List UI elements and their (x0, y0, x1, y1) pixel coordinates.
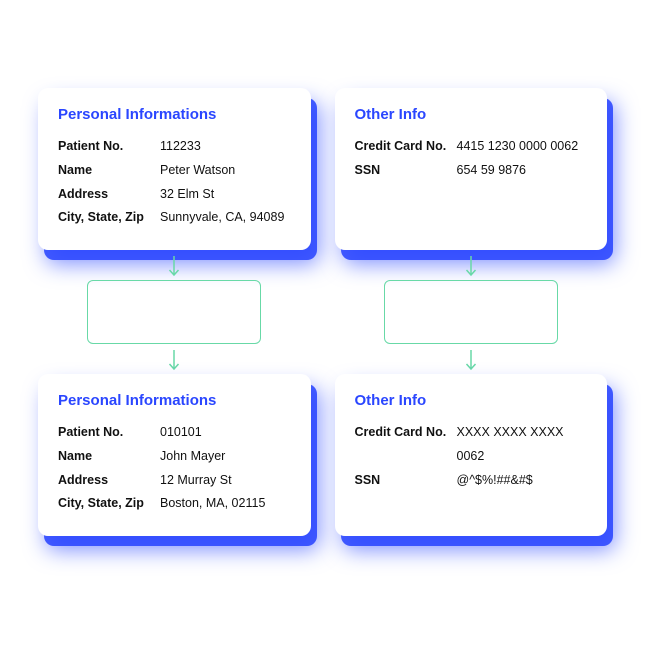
card-title: Other Info (355, 392, 588, 409)
info-row: City, State, Zip Sunnyvale, CA, 94089 (58, 206, 291, 230)
row-label: City, State, Zip (58, 492, 160, 516)
diagram-grid: Personal Informations Patient No. 112233… (38, 88, 607, 536)
info-row: Address 12 Murray St (58, 469, 291, 493)
row-label: Address (58, 469, 160, 493)
row-value: XXXX XXXX XXXX 0062 (457, 421, 588, 469)
row-value: 112233 (160, 135, 201, 159)
process-cell (335, 280, 608, 344)
arrow-down-icon (464, 254, 478, 282)
info-row: City, State, Zip Boston, MA, 02115 (58, 492, 291, 516)
row-label: Credit Card No. (355, 135, 457, 159)
info-row: Credit Card No. 4415 1230 0000 0062 (355, 135, 588, 159)
process-box (384, 280, 558, 344)
card-title: Other Info (355, 106, 588, 123)
card-other-top: Other Info Credit Card No. 4415 1230 000… (335, 88, 608, 250)
row-value: Peter Watson (160, 159, 235, 183)
row-label: Name (58, 445, 160, 469)
info-row: Name John Mayer (58, 445, 291, 469)
info-row: Address 32 Elm St (58, 183, 291, 207)
row-label: City, State, Zip (58, 206, 160, 230)
arrow-down-icon (464, 348, 478, 376)
arrow-down-icon (167, 348, 181, 376)
row-value: 010101 (160, 421, 202, 445)
info-row: Patient No. 112233 (58, 135, 291, 159)
info-row: SSN @^$%!##&#$ (355, 469, 588, 493)
row-label: Address (58, 183, 160, 207)
row-value: 12 Murray St (160, 469, 232, 493)
card-other-bottom: Other Info Credit Card No. XXXX XXXX XXX… (335, 374, 608, 536)
info-row: SSN 654 59 9876 (355, 159, 588, 183)
row-label: Credit Card No. (355, 421, 457, 469)
row-label: SSN (355, 469, 457, 493)
card-title: Personal Informations (58, 106, 291, 123)
row-value: 4415 1230 0000 0062 (457, 135, 579, 159)
info-row: Name Peter Watson (58, 159, 291, 183)
row-value: @^$%!##&#$ (457, 469, 533, 493)
process-box (87, 280, 261, 344)
arrow-down-icon (167, 254, 181, 282)
card-title: Personal Informations (58, 392, 291, 409)
info-row: Patient No. 010101 (58, 421, 291, 445)
info-row: Credit Card No. XXXX XXXX XXXX 0062 (355, 421, 588, 469)
process-cell (38, 280, 311, 344)
row-value: Boston, MA, 02115 (160, 492, 265, 516)
row-label: Patient No. (58, 135, 160, 159)
card-personal-top: Personal Informations Patient No. 112233… (38, 88, 311, 250)
row-label: Patient No. (58, 421, 160, 445)
row-value: 32 Elm St (160, 183, 214, 207)
row-label: Name (58, 159, 160, 183)
card-personal-bottom: Personal Informations Patient No. 010101… (38, 374, 311, 536)
row-label: SSN (355, 159, 457, 183)
row-value: 654 59 9876 (457, 159, 527, 183)
row-value: Sunnyvale, CA, 94089 (160, 206, 284, 230)
row-value: John Mayer (160, 445, 225, 469)
